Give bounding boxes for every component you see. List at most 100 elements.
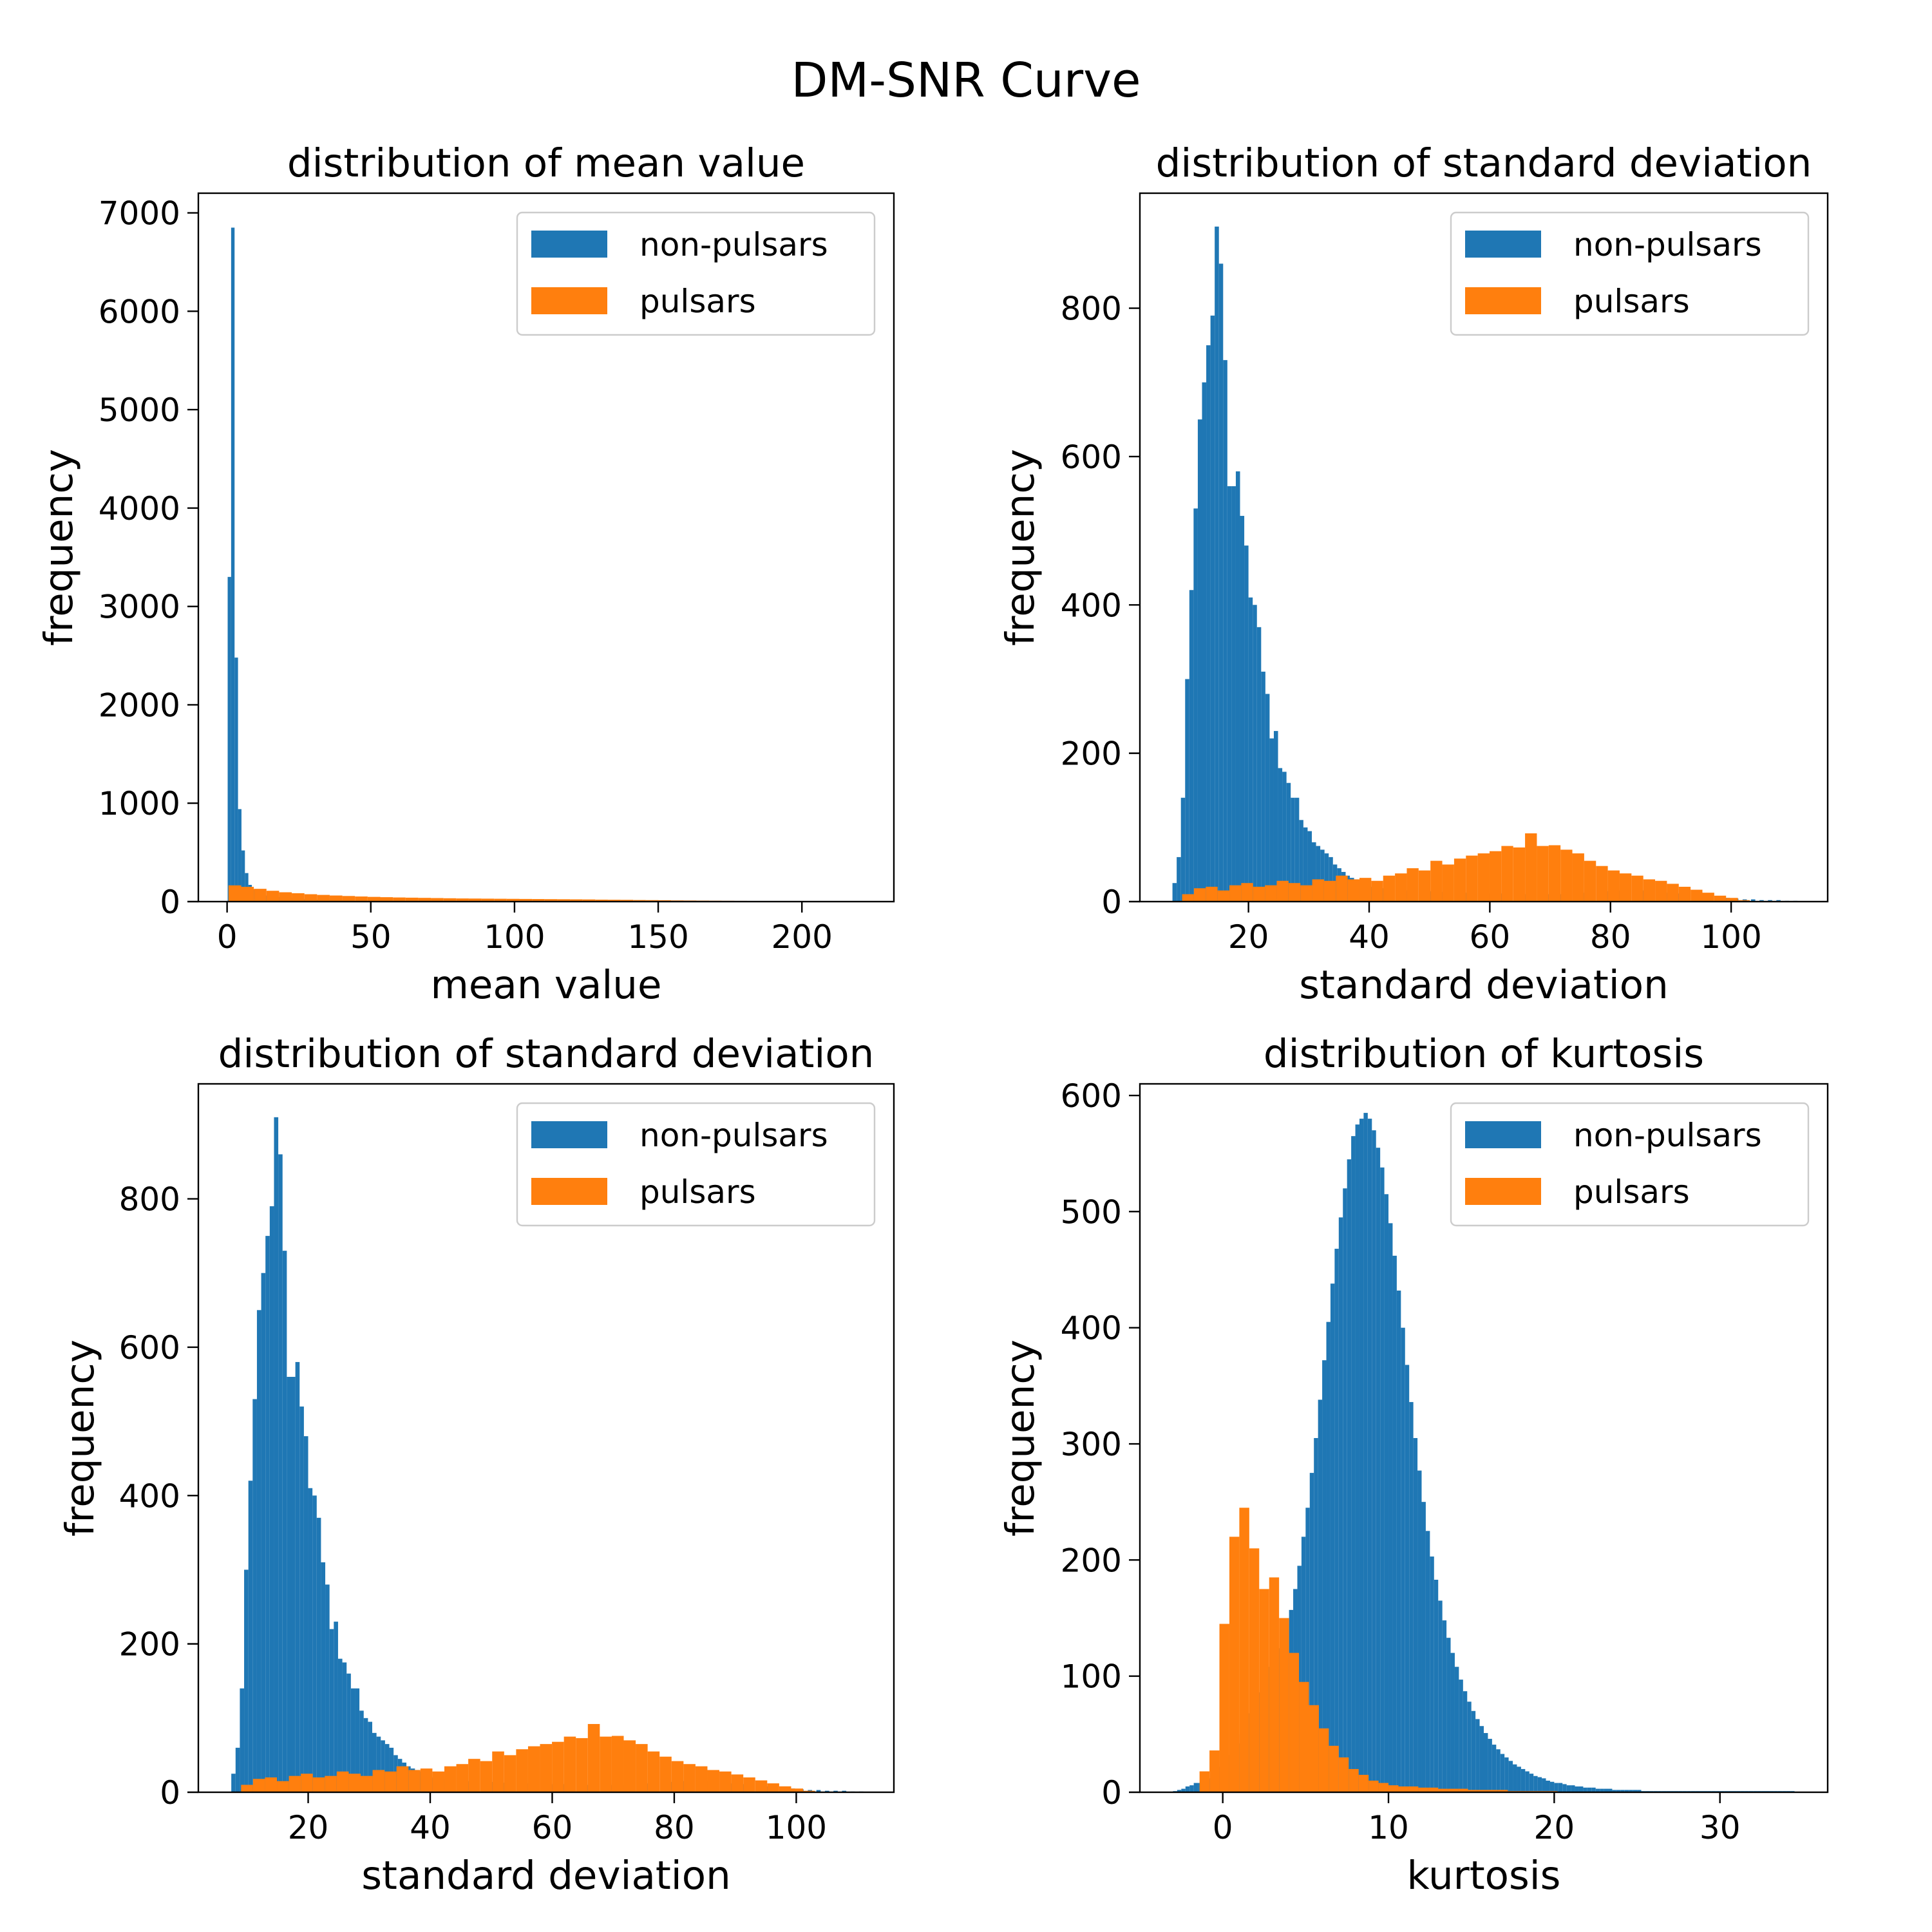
bar xyxy=(1458,1788,1468,1792)
bar xyxy=(636,1744,648,1792)
bar xyxy=(289,1776,301,1792)
bar xyxy=(1376,1148,1381,1792)
bar xyxy=(1496,1749,1501,1792)
bar xyxy=(1488,1739,1492,1792)
bar xyxy=(1320,849,1325,902)
bar xyxy=(1312,842,1316,902)
bar xyxy=(393,897,406,902)
axes-frame xyxy=(1139,192,1829,903)
bar xyxy=(587,1724,600,1792)
bar xyxy=(600,1736,612,1792)
bar xyxy=(1501,846,1513,902)
bar xyxy=(1751,899,1756,902)
bar xyxy=(1554,1783,1558,1792)
bar xyxy=(1318,1399,1323,1792)
bar xyxy=(389,1747,394,1792)
bar xyxy=(1637,1790,1642,1792)
bar xyxy=(1324,853,1329,902)
axes-frame xyxy=(197,192,895,903)
bar xyxy=(1678,886,1691,902)
series-pulsars xyxy=(228,885,861,902)
bar xyxy=(1367,1119,1372,1792)
bar xyxy=(576,1738,588,1792)
bar xyxy=(707,1770,720,1792)
bar xyxy=(1578,1786,1584,1792)
bar xyxy=(348,1774,361,1792)
bar xyxy=(1643,879,1656,902)
bar xyxy=(1492,1745,1497,1792)
y-tick-label: 1000 xyxy=(99,785,180,822)
bar xyxy=(1288,883,1301,902)
x-tick-label: 0 xyxy=(217,918,238,956)
x-axis-label: mean value xyxy=(430,962,661,1008)
bar xyxy=(1316,846,1321,902)
y-tick-label: 600 xyxy=(119,1329,180,1367)
y-tick-label: 7000 xyxy=(99,195,180,232)
bar xyxy=(368,1721,372,1792)
bar xyxy=(342,1662,347,1792)
bar xyxy=(1312,879,1324,902)
axes-title: distribution of standard deviation xyxy=(218,1031,875,1077)
bar xyxy=(1329,1745,1339,1792)
y-tick-label: 300 xyxy=(1061,1426,1122,1463)
bar xyxy=(1513,847,1526,902)
bar xyxy=(1479,1726,1484,1792)
bar xyxy=(557,899,571,902)
y-tick-label: 4000 xyxy=(99,490,180,527)
bar xyxy=(1477,1790,1488,1792)
legend-label: non-pulsars xyxy=(1573,226,1762,263)
bar xyxy=(755,1780,768,1792)
bar xyxy=(1248,597,1253,902)
bar xyxy=(292,893,305,902)
bar xyxy=(731,1774,744,1792)
bar xyxy=(1289,1653,1300,1792)
bar xyxy=(1273,731,1278,902)
bar xyxy=(1497,1790,1508,1792)
bar xyxy=(1726,898,1738,902)
bar xyxy=(248,1481,253,1792)
bar xyxy=(1600,1788,1604,1792)
bar xyxy=(367,896,381,902)
legend-label: pulsars xyxy=(1573,1173,1690,1211)
bar xyxy=(418,898,431,902)
bar xyxy=(321,1562,326,1792)
bar xyxy=(1209,1750,1220,1792)
bars xyxy=(231,1117,864,1792)
bar xyxy=(1562,1784,1567,1792)
bar xyxy=(443,898,457,902)
bar xyxy=(1265,694,1270,902)
y-tick-label: 400 xyxy=(1061,1310,1122,1347)
legend-label: pulsars xyxy=(1573,283,1690,320)
bar xyxy=(228,885,242,902)
bar xyxy=(582,899,596,902)
bar xyxy=(1347,1159,1352,1792)
bar xyxy=(1428,1787,1439,1792)
bar xyxy=(1633,1790,1638,1792)
bar xyxy=(552,1741,564,1792)
bar xyxy=(1388,1785,1399,1792)
bar xyxy=(1418,1787,1428,1792)
bar xyxy=(1185,679,1189,902)
bar xyxy=(396,1766,409,1792)
bar xyxy=(303,1436,308,1792)
y-tick-label: 500 xyxy=(1061,1193,1122,1231)
bar xyxy=(1334,1249,1339,1792)
bar xyxy=(1182,894,1194,902)
figure-title: DM-SNR Curve xyxy=(791,53,1141,108)
bar xyxy=(1305,1508,1310,1792)
x-tick-label: 60 xyxy=(532,1809,573,1846)
series-pulsars xyxy=(241,1724,815,1792)
bar xyxy=(295,1361,300,1792)
bar xyxy=(695,1766,708,1792)
bar xyxy=(1560,849,1573,902)
bar xyxy=(420,1768,433,1792)
bar xyxy=(791,1788,804,1792)
bar xyxy=(234,658,238,902)
y-tick-label: 200 xyxy=(1061,1542,1122,1579)
bar xyxy=(265,1236,270,1792)
bar xyxy=(456,1764,469,1792)
bar xyxy=(312,1495,317,1792)
legend-swatch xyxy=(531,1121,607,1148)
bar xyxy=(456,898,469,902)
